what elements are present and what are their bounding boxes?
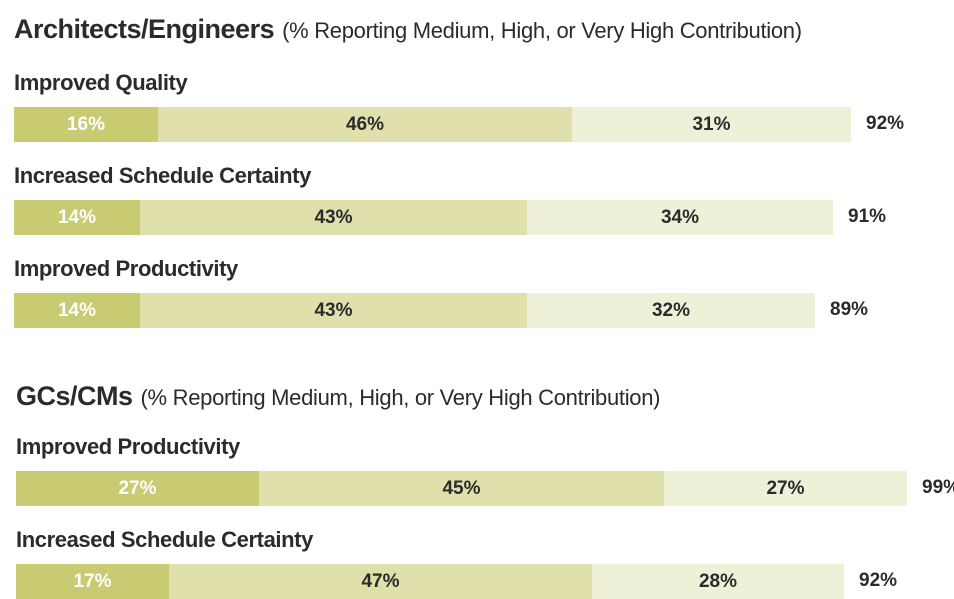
total-label: 91%	[848, 206, 887, 227]
segment-label: 32%	[651, 299, 691, 321]
total-label: 92%	[866, 113, 905, 134]
segment-label: 28%	[698, 570, 738, 592]
chart-title: GCs/CMs	[16, 381, 133, 411]
total-label: 92%	[859, 570, 898, 591]
segment-label: 31%	[692, 113, 731, 135]
bar-segment: 14%	[14, 200, 140, 235]
page: {"chart_data": [ {"type": "stacked-bar",…	[14, 14, 954, 599]
bar-segment: 43%	[140, 200, 527, 235]
bar-segment: 16%	[14, 107, 158, 142]
chart-subtitle: (% Reporting Medium, High, or Very High …	[282, 18, 802, 43]
bar-segment: 17%	[16, 564, 169, 599]
segment-label: 34%	[660, 206, 700, 228]
category-label: Improved Productivity	[16, 434, 240, 459]
total-label: 89%	[830, 299, 869, 320]
chart-heading: GCs/CMs (% Reporting Medium, High, or Ver…	[16, 381, 661, 412]
chart-title: Architects/Engineers	[14, 14, 275, 44]
category-label: Improved Quality	[14, 70, 188, 95]
segment-label: 14%	[57, 299, 97, 321]
bar-segment: 43%	[140, 293, 527, 328]
segment-label: 43%	[314, 206, 353, 228]
bar-segment: 34%	[527, 200, 833, 235]
bar-segment: 45%	[259, 471, 664, 506]
total-label: 99%	[922, 477, 954, 498]
bar-segment: 14%	[14, 293, 140, 328]
bar-segment: 47%	[169, 564, 592, 599]
segment-label: 45%	[442, 477, 481, 499]
category-label: Increased Schedule Certainty	[14, 163, 311, 188]
bar-segment: 46%	[158, 107, 572, 142]
segment-label: 46%	[345, 113, 385, 135]
bar-segment: 28%	[592, 564, 844, 599]
segment-label: 27%	[118, 477, 157, 499]
segment-label: 47%	[361, 570, 400, 592]
bar-segment: 31%	[572, 107, 851, 142]
segment-label: 43%	[314, 299, 353, 321]
chart-heading: Architects/Engineers (% Reporting Medium,…	[14, 14, 802, 45]
bar-segment: 32%	[527, 293, 815, 328]
segment-label: 16%	[66, 113, 106, 135]
bar-segment: 27%	[664, 471, 907, 506]
category-label: Improved Productivity	[14, 256, 238, 281]
segment-label: 27%	[766, 477, 805, 499]
category-label: Increased Schedule Certainty	[16, 527, 313, 552]
segment-label: 17%	[73, 570, 112, 592]
bar-segment: 27%	[16, 471, 259, 506]
segment-label: 14%	[57, 206, 97, 228]
chart-subtitle: (% Reporting Medium, High, or Very High …	[140, 385, 661, 410]
